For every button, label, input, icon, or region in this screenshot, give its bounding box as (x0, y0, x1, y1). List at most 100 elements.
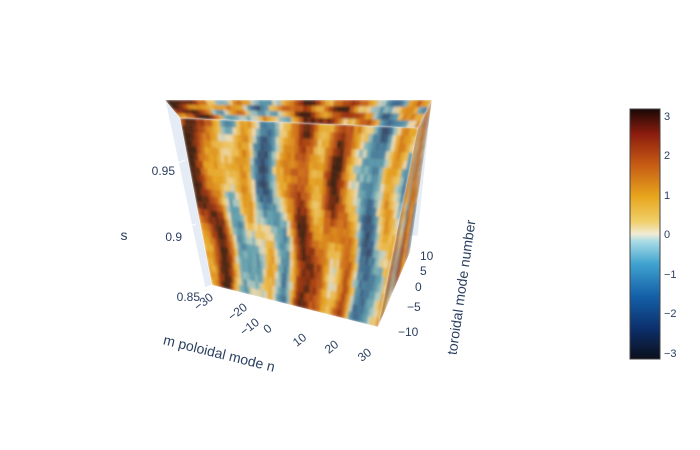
volume-cell (415, 143, 418, 154)
volume-cell (342, 118, 348, 125)
volume-cell (290, 213, 294, 222)
volume-cell (182, 131, 188, 140)
volume-cell (410, 136, 417, 145)
volume-cell (231, 248, 236, 257)
volume-cell (250, 259, 255, 267)
volume-cell (283, 250, 287, 259)
volume-cell (190, 104, 198, 110)
volume-cell (322, 225, 327, 235)
volume-cell (269, 284, 273, 293)
volume-cell (421, 139, 424, 150)
volume-cell (401, 185, 407, 195)
volume-cell (408, 214, 412, 226)
volume-cell (359, 141, 365, 150)
volume-cell (203, 119, 209, 127)
volume-cell (374, 142, 380, 151)
volume-cell (215, 217, 220, 226)
volume-cell (391, 106, 399, 114)
volume-cell (408, 166, 411, 178)
volume-cell (250, 172, 255, 180)
volume-cell (216, 266, 221, 274)
volume-cell (215, 176, 221, 184)
volume-cell (199, 139, 205, 148)
volume-cell (412, 176, 415, 188)
volume-cell (263, 136, 268, 144)
volume-cell (271, 121, 276, 130)
volume-cell (352, 254, 357, 263)
volume-cell (168, 104, 177, 110)
volume-cell (406, 215, 410, 227)
volume-cell (420, 128, 423, 139)
volume-cell (389, 256, 394, 269)
volume-cell (409, 225, 413, 237)
volume-cell (387, 282, 392, 296)
volume-cell (395, 240, 399, 253)
volume-cell (314, 123, 319, 132)
volume-cell (369, 282, 375, 292)
volume-cell (392, 259, 396, 272)
volume-cell (279, 122, 284, 130)
volume-cell (388, 264, 392, 278)
volume-cell (290, 168, 295, 177)
volume-cell (309, 223, 314, 233)
volume-cell (202, 109, 209, 115)
volume-cell (210, 230, 216, 239)
volume-cell (286, 235, 291, 244)
volume-cell (227, 110, 234, 116)
volume-cell (381, 250, 387, 260)
volume-cell (355, 279, 360, 289)
volume-cell (268, 166, 273, 175)
volume-cell (228, 191, 233, 200)
volume-cell (301, 261, 306, 270)
volume-cell (400, 252, 405, 265)
volume-cell (371, 142, 376, 151)
volume-cell (317, 139, 322, 148)
volume-cell (244, 222, 249, 230)
volume-cell (423, 134, 427, 144)
volume-cell (190, 173, 196, 181)
volume-cell (410, 171, 414, 182)
volume-cell (236, 263, 241, 272)
volume-cell (385, 151, 391, 160)
volume-cell (359, 272, 364, 281)
volume-cell (273, 218, 278, 227)
volume-cell (391, 269, 395, 283)
volume-cell (417, 113, 425, 121)
volume-cell (265, 173, 270, 182)
volume-cell (342, 309, 346, 319)
volume-cell (315, 105, 321, 112)
volume-cell (387, 292, 391, 306)
volume-cell (279, 137, 284, 145)
volume-cell (289, 274, 293, 283)
volume-cell (293, 229, 297, 238)
volume-cell (261, 290, 265, 299)
volume-cell (247, 120, 252, 129)
volume-cell (410, 175, 414, 187)
volume-cell (251, 186, 256, 195)
volume-cell (333, 179, 338, 188)
volume-cell (403, 152, 410, 161)
volume-cell (246, 251, 251, 259)
volume-cell (358, 149, 364, 158)
grid-lines (167, 159, 386, 339)
volume-cell (248, 273, 253, 281)
volume-cell (249, 100, 256, 106)
volume-cell (239, 235, 244, 244)
volume-cell (380, 308, 385, 322)
volume-cell (212, 203, 218, 212)
volume-cell (372, 158, 378, 167)
volume-cell (345, 302, 350, 312)
volume-cell (274, 248, 278, 257)
volume-cell (263, 128, 268, 137)
volume-cell (331, 163, 336, 172)
volume-cell (399, 235, 403, 248)
volume-cell (410, 209, 414, 221)
volume-cell (278, 279, 281, 288)
volume-cell (357, 125, 363, 134)
volume-cell (313, 271, 317, 280)
volume-cell (241, 285, 246, 294)
volume-cell (258, 289, 262, 298)
volume-cell (303, 300, 307, 309)
volume-cell (181, 125, 187, 133)
